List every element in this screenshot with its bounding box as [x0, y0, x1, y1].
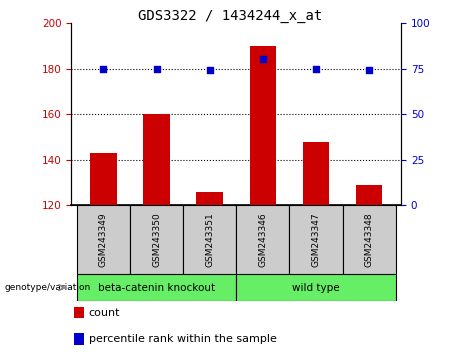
- Text: GSM243346: GSM243346: [258, 212, 267, 267]
- Text: GSM243348: GSM243348: [365, 212, 374, 267]
- Bar: [77, 205, 130, 274]
- Bar: [236, 205, 290, 274]
- Bar: [130, 205, 183, 274]
- Text: GSM243349: GSM243349: [99, 212, 108, 267]
- Text: GDS3322 / 1434244_x_at: GDS3322 / 1434244_x_at: [138, 9, 323, 23]
- Bar: [343, 205, 396, 274]
- Bar: [90, 153, 117, 205]
- Text: genotype/variation: genotype/variation: [5, 283, 91, 292]
- Bar: [356, 185, 383, 205]
- Text: count: count: [89, 308, 120, 318]
- Point: [206, 68, 213, 73]
- Text: percentile rank within the sample: percentile rank within the sample: [89, 334, 277, 344]
- Text: GSM243347: GSM243347: [312, 212, 320, 267]
- Point: [153, 66, 160, 72]
- Bar: [236, 274, 396, 301]
- Point: [100, 66, 107, 72]
- Text: wild type: wild type: [292, 282, 340, 293]
- Bar: [77, 274, 236, 301]
- Bar: [303, 142, 329, 205]
- Bar: [183, 205, 236, 274]
- Text: GSM243350: GSM243350: [152, 212, 161, 267]
- Point: [312, 66, 319, 72]
- Text: GSM243351: GSM243351: [205, 212, 214, 267]
- Point: [366, 68, 373, 73]
- Point: [259, 57, 266, 62]
- Bar: [290, 205, 343, 274]
- Bar: [196, 192, 223, 205]
- Bar: [143, 114, 170, 205]
- Text: beta-catenin knockout: beta-catenin knockout: [98, 282, 215, 293]
- Bar: [249, 46, 276, 205]
